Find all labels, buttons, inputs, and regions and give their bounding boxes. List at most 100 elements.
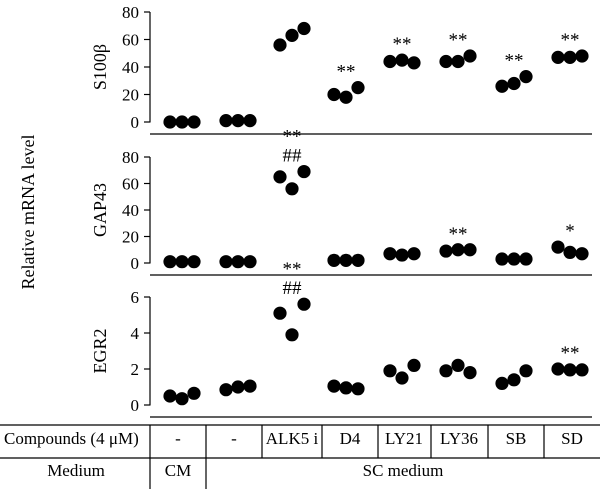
data-point [187, 115, 201, 129]
compound-cell: SD [561, 429, 583, 448]
panel-0: 0 20 40 60 80 S100β ** ** ** ** ** [90, 3, 592, 135]
data-point [507, 76, 521, 91]
compound-cell: D4 [340, 429, 361, 448]
data-point [519, 364, 533, 378]
data-point [551, 240, 565, 254]
data-point [327, 253, 341, 267]
data-point [463, 243, 477, 257]
y-tick-label: 6 [131, 288, 140, 307]
data-point [563, 50, 577, 64]
data-point [339, 253, 353, 267]
medium-cell-sc: SC medium [363, 461, 444, 480]
data-point [175, 115, 189, 129]
data-point [231, 114, 245, 128]
data-point [273, 170, 287, 184]
significance-annotation: ** [337, 62, 356, 83]
data-point [231, 380, 245, 394]
y-tick-label: 4 [131, 324, 140, 343]
data-point [383, 364, 397, 378]
data-point [351, 382, 365, 396]
data-point [439, 364, 453, 378]
data-point [575, 49, 589, 63]
data-point [187, 255, 201, 269]
data-point [463, 49, 477, 63]
data-point [551, 50, 565, 64]
compound-cell: - [175, 429, 181, 448]
data-point [327, 87, 341, 102]
data-point [407, 247, 421, 261]
data-point [327, 379, 341, 393]
y-axis-label: Relative mRNA level [18, 135, 38, 290]
significance-annotation: ** [393, 34, 412, 55]
compounds-row-label: Compounds (4 μM) [4, 429, 139, 448]
data-point [285, 28, 299, 42]
y-tick-label: 20 [122, 86, 139, 105]
y-tick-label: 40 [122, 201, 139, 220]
data-point [243, 255, 257, 269]
data-point [463, 366, 477, 380]
data-point [285, 328, 299, 342]
data-point [175, 392, 189, 406]
data-point [439, 54, 453, 69]
data-point [563, 363, 577, 377]
data-point [395, 53, 409, 67]
data-point [575, 363, 589, 377]
data-point [407, 56, 421, 70]
data-point [407, 358, 421, 372]
data-point [519, 252, 533, 266]
data-point [339, 90, 353, 104]
data-point [495, 252, 509, 266]
data-point [495, 79, 509, 93]
significance-annotation: ** [283, 127, 302, 148]
data-point [219, 383, 233, 397]
compound-cell: - [231, 429, 237, 448]
significance-annotation: ** [283, 259, 302, 280]
compound-cell: LY36 [440, 429, 478, 448]
y-tick-label: 80 [122, 3, 139, 22]
data-point [351, 253, 365, 267]
data-point [163, 255, 177, 269]
y-tick-label: 80 [122, 148, 139, 167]
data-point [297, 164, 311, 179]
significance-annotation: ## [283, 278, 303, 299]
data-point [507, 373, 521, 387]
panel-label: S100β [90, 44, 110, 90]
data-point [395, 371, 409, 385]
significance-annotation: * [565, 221, 575, 242]
medium-row-label: Medium [47, 461, 105, 480]
data-point [219, 255, 233, 269]
data-point [451, 243, 465, 257]
significance-annotation: ** [561, 343, 580, 364]
medium-cell-cm: CM [165, 461, 191, 480]
data-point [243, 114, 257, 128]
data-point [507, 252, 521, 266]
panel-label: EGR2 [90, 329, 110, 374]
data-point [383, 247, 397, 261]
data-point [451, 358, 465, 372]
data-point [383, 54, 397, 69]
y-tick-label: 60 [122, 31, 139, 50]
data-point [175, 255, 189, 269]
data-point [519, 70, 533, 84]
data-point [395, 248, 409, 262]
data-point [231, 255, 245, 269]
data-point [163, 389, 177, 403]
data-point [297, 297, 311, 311]
significance-annotation: ** [449, 224, 468, 245]
data-point [163, 115, 177, 129]
compound-cell: SB [506, 429, 527, 448]
compound-cell: ALK5 i [266, 429, 319, 448]
y-tick-label: 0 [131, 113, 140, 132]
data-point [563, 245, 577, 259]
data-point [551, 362, 565, 376]
y-tick-label: 60 [122, 175, 139, 194]
data-point [285, 182, 299, 196]
significance-annotation: ** [449, 30, 468, 51]
y-tick-label: 20 [122, 228, 139, 247]
y-tick-label: 40 [122, 58, 139, 77]
data-point [187, 386, 201, 400]
data-point [273, 306, 287, 320]
